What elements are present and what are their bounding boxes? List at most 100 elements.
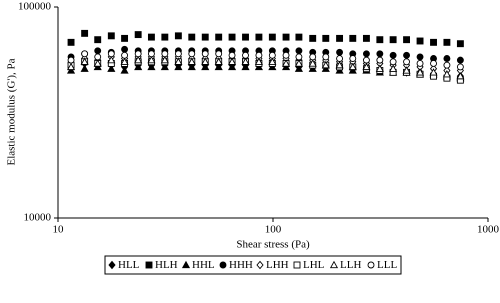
marker — [295, 47, 303, 55]
legend-marker — [108, 260, 116, 270]
marker — [174, 32, 182, 40]
marker — [107, 55, 116, 64]
legend-marker — [256, 260, 264, 270]
marker — [147, 55, 156, 64]
marker — [93, 59, 102, 67]
marker — [282, 33, 290, 41]
marker — [107, 64, 116, 72]
marker — [362, 56, 370, 64]
marker — [348, 62, 357, 71]
x-tick-label: 10 — [53, 224, 65, 236]
marker — [255, 33, 263, 41]
marker — [403, 36, 411, 44]
marker — [134, 50, 142, 58]
marker — [147, 50, 155, 58]
marker — [214, 62, 223, 71]
marker — [268, 51, 276, 59]
marker — [227, 57, 237, 65]
marker — [228, 33, 236, 41]
marker — [336, 48, 344, 56]
marker — [282, 51, 290, 59]
marker — [201, 33, 209, 41]
marker — [402, 66, 411, 74]
marker — [309, 53, 317, 61]
marker — [456, 71, 465, 80]
marker — [416, 37, 424, 45]
y-tick-label: 10000 — [24, 212, 52, 224]
legend-label: HHH — [229, 259, 253, 271]
marker — [295, 53, 303, 61]
marker — [362, 62, 371, 71]
marker — [416, 53, 424, 61]
marker — [322, 53, 330, 61]
marker — [121, 51, 129, 59]
marker — [336, 55, 344, 62]
marker — [389, 58, 397, 66]
marker — [201, 50, 209, 58]
marker — [94, 53, 102, 61]
legend-label: LHL — [303, 259, 325, 271]
legend-marker — [181, 260, 191, 269]
marker — [389, 64, 398, 72]
marker — [242, 33, 249, 41]
marker — [160, 62, 169, 71]
marker — [134, 55, 143, 64]
marker — [66, 66, 76, 74]
x-tick-label: 1000 — [477, 224, 500, 236]
marker — [255, 51, 263, 59]
marker — [456, 63, 464, 71]
legend-label: LLH — [340, 259, 361, 271]
marker — [94, 36, 102, 44]
marker — [254, 57, 263, 65]
marker — [389, 51, 397, 59]
marker — [443, 61, 451, 69]
legend-marker — [329, 260, 339, 269]
marker — [375, 64, 384, 72]
marker — [107, 50, 115, 58]
marker — [174, 62, 183, 71]
marker — [107, 32, 115, 40]
marker — [94, 47, 102, 55]
marker — [121, 45, 129, 53]
marker — [121, 34, 129, 42]
marker — [415, 68, 425, 76]
marker — [430, 60, 437, 67]
marker — [80, 64, 89, 72]
marker — [120, 57, 129, 65]
y-axis-label: Elastic modulus (G'), Pa — [6, 58, 18, 165]
marker — [335, 60, 344, 69]
legend-marker — [145, 261, 153, 269]
marker — [134, 31, 142, 39]
marker — [268, 33, 276, 41]
marker — [242, 51, 249, 59]
marker — [161, 33, 169, 41]
marker — [161, 50, 169, 58]
marker — [160, 55, 169, 64]
marker — [147, 33, 155, 41]
x-tick-label: 100 — [265, 224, 282, 236]
marker — [442, 70, 451, 78]
marker — [147, 62, 156, 71]
marker — [188, 33, 196, 41]
marker — [241, 62, 250, 71]
marker — [214, 57, 223, 65]
marker — [174, 57, 183, 65]
legend-box — [104, 255, 402, 275]
marker — [281, 59, 291, 67]
legend-marker — [367, 261, 375, 269]
legend-label: LLL — [377, 259, 397, 271]
marker — [67, 56, 75, 64]
marker — [201, 62, 210, 71]
marker — [174, 50, 182, 58]
marker — [268, 57, 277, 65]
marker — [336, 34, 344, 42]
legend-label: HLH — [155, 259, 178, 271]
marker — [430, 38, 437, 46]
marker — [201, 57, 210, 65]
marker — [443, 55, 451, 62]
legend-label: HLL — [118, 259, 140, 271]
marker — [456, 56, 464, 64]
marker — [376, 56, 384, 64]
marker — [120, 66, 129, 74]
